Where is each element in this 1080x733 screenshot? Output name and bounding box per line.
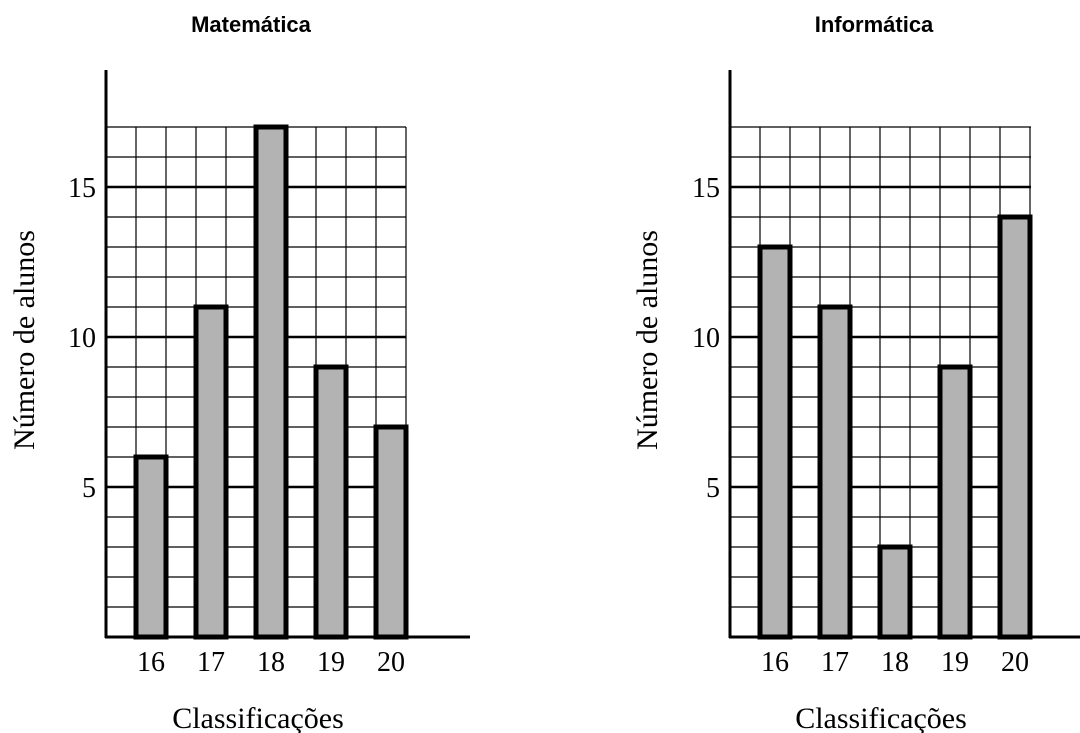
chart-2-bar-17 [817,304,853,640]
chart-2-bar-16 [757,244,793,640]
chart-2-xtick-label: 16 [761,647,789,678]
chart-2-title: Informática [815,12,934,37]
chart-2-bar-19 [937,364,973,640]
chart-1-ylabel: Número de alunos [8,230,41,450]
chart-2-xtick-label: 19 [941,647,969,678]
chart-2-ytick-label: 15 [692,173,720,204]
chart-1-xtick-label: 18 [257,647,285,678]
chart-1-title: Matemática [191,12,312,37]
chart-2-xtick-label: 18 [881,647,909,678]
chart-2-ytick-label: 10 [692,323,720,354]
chart-1-bar-16 [133,454,169,640]
chart-1-xtick-label: 20 [377,647,405,678]
chart-2-ytick-label: 5 [706,473,720,504]
chart-1-bar-18 [253,124,289,640]
chart-1-ytick-label: 15 [68,173,96,204]
chart-1-xlabel: Classificações [172,702,344,733]
chart-1-bar-17 [193,304,229,640]
chart-1-bar-20 [373,424,409,640]
chart-1-xtick-label: 16 [137,647,165,678]
chart-1-bar-19 [313,364,349,640]
chart-1-xtick-label: 19 [317,647,345,678]
chart-2-xlabel: Classificações [795,702,967,733]
chart-1-ytick-label: 10 [68,323,96,354]
chart-2-bar-18 [877,544,913,640]
chart-1-xtick-label: 17 [197,647,225,678]
chart-1-ytick-label: 5 [82,473,96,504]
chart-2-bar-20 [997,214,1033,640]
chart-2-xtick-label: 17 [821,647,849,678]
chart-2-xtick-label: 20 [1001,647,1029,678]
chart-2-ylabel: Número de alunos [631,230,664,450]
